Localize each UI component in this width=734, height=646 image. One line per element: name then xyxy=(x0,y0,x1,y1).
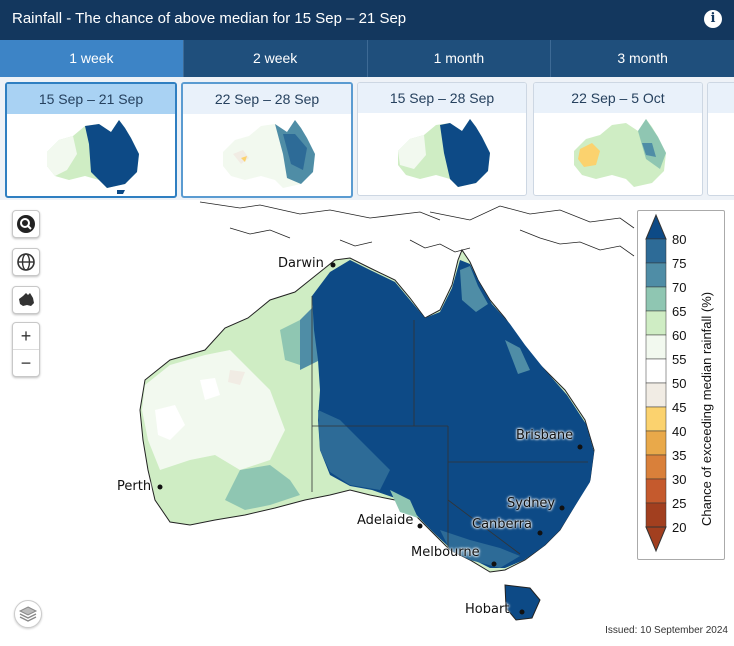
tab-3-month[interactable]: 3 month xyxy=(617,50,668,66)
thumbnail-label: 22 Sep – 28 Sep xyxy=(183,84,351,114)
legend-colorbar: 80 75 70 65 60 55 50 45 40 35 30 25 20 xyxy=(645,213,686,553)
legend-title: Chance of exceeding median rainfall (%) xyxy=(699,292,714,526)
legend-band-55 xyxy=(645,334,667,360)
thumbnail-label: 22 Sep – 5 Oct xyxy=(534,83,702,113)
thumbnail-label-partial xyxy=(708,83,734,113)
city-markers xyxy=(157,262,583,615)
legend-tick-label: 55 xyxy=(672,352,686,367)
info-icon[interactable]: i xyxy=(704,10,722,28)
legend-tick-label: 30 xyxy=(672,472,686,487)
legend-tick-label: 20 xyxy=(672,520,686,535)
legend-band-45 xyxy=(645,382,667,408)
legend-band-30 xyxy=(645,454,667,480)
search-icon[interactable] xyxy=(12,210,40,238)
period-tabs: 1 week 2 week 1 month 3 month xyxy=(0,40,734,77)
city-label-perth: Perth xyxy=(117,479,152,494)
globe-icon[interactable] xyxy=(12,248,40,276)
thumbnail-label: 15 Sep – 28 Sep xyxy=(358,83,526,113)
city-label-darwin: Darwin xyxy=(278,256,324,271)
legend: 80 75 70 65 60 55 50 45 40 35 30 25 20 xyxy=(637,210,725,560)
city-label-melbourne: Melbourne xyxy=(411,545,480,560)
legend-tick-label: 65 xyxy=(672,304,686,319)
thumbnail-15sep-21sep[interactable]: 15 Sep – 21 Sep xyxy=(5,82,177,198)
page-title: Rainfall - The chance of above median fo… xyxy=(12,10,407,27)
thumbnail-label: 15 Sep – 21 Sep xyxy=(7,84,175,114)
legend-band-35 xyxy=(645,430,667,456)
map-canvas xyxy=(139,201,635,621)
thumbnail-next[interactable] xyxy=(707,82,734,196)
issued-date: Issued: 10 September 2024 xyxy=(605,625,728,636)
legend-tick-label: 50 xyxy=(672,376,686,391)
thumbnail-22sep-28sep[interactable]: 22 Sep – 28 Sep xyxy=(181,82,353,198)
thumbnail-15sep-28sep[interactable]: 15 Sep – 28 Sep xyxy=(357,82,527,196)
legend-band-70 xyxy=(645,262,667,288)
legend-band-40 xyxy=(645,406,667,432)
tab-2-week[interactable]: 2 week xyxy=(184,40,368,77)
legend-tick-label: 40 xyxy=(672,424,686,439)
legend-band-75 xyxy=(645,238,667,264)
state-borders xyxy=(311,296,588,555)
city-label-brisbane: Brisbane xyxy=(516,428,574,443)
legend-tick-label: 25 xyxy=(672,496,686,511)
legend-tick-label: 60 xyxy=(672,328,686,343)
thumbnail-map xyxy=(47,120,139,194)
legend-band-80 xyxy=(645,213,667,240)
city-label-hobart: Hobart xyxy=(465,602,510,617)
neighbour-coastlines xyxy=(199,201,635,257)
thumbnail-map xyxy=(398,119,490,187)
city-label-adelaide: Adelaide xyxy=(357,513,414,528)
thumbnail-22sep-5oct[interactable]: 22 Sep – 5 Oct xyxy=(533,82,703,196)
legend-band-25 xyxy=(645,478,667,504)
australia-icon[interactable] xyxy=(12,286,40,314)
thumbnail-strip: 15 Sep – 21 Sep 22 Sep – 28 Sep 15 Sep –… xyxy=(0,77,734,200)
tab-1-month[interactable]: 1 month xyxy=(368,40,552,77)
legend-band-tail xyxy=(645,526,667,553)
legend-band-65 xyxy=(645,286,667,312)
legend-tick-label: 70 xyxy=(672,280,686,295)
zoom-in-button[interactable]: + xyxy=(13,323,39,350)
city-label-sydney: Sydney xyxy=(507,496,556,511)
city-label-canberra: Canberra xyxy=(472,517,532,532)
legend-tick-label: 80 xyxy=(672,232,686,247)
legend-tick-label: 45 xyxy=(672,400,686,415)
thumbnail-map xyxy=(223,120,315,188)
zoom-out-button[interactable]: − xyxy=(20,353,32,373)
legend-band-60 xyxy=(645,310,667,336)
zoom-controls: + − xyxy=(12,322,40,377)
tab-1-week[interactable]: 1 week xyxy=(0,40,184,77)
legend-tick-label: 35 xyxy=(672,448,686,463)
legend-band-50 xyxy=(645,358,667,384)
legend-tick-label: 75 xyxy=(672,256,686,271)
legend-band-20 xyxy=(645,502,667,528)
thumbnail-map xyxy=(574,119,666,187)
title-bar: Rainfall - The chance of above median fo… xyxy=(0,0,734,40)
tasmania xyxy=(504,584,541,621)
layers-icon[interactable] xyxy=(14,600,42,628)
legend-title-container: Chance of exceeding median rainfall (%) xyxy=(696,246,716,526)
forecast-map[interactable]: + − Darwin Brisbane Sydney Canberra Melb… xyxy=(0,200,734,641)
